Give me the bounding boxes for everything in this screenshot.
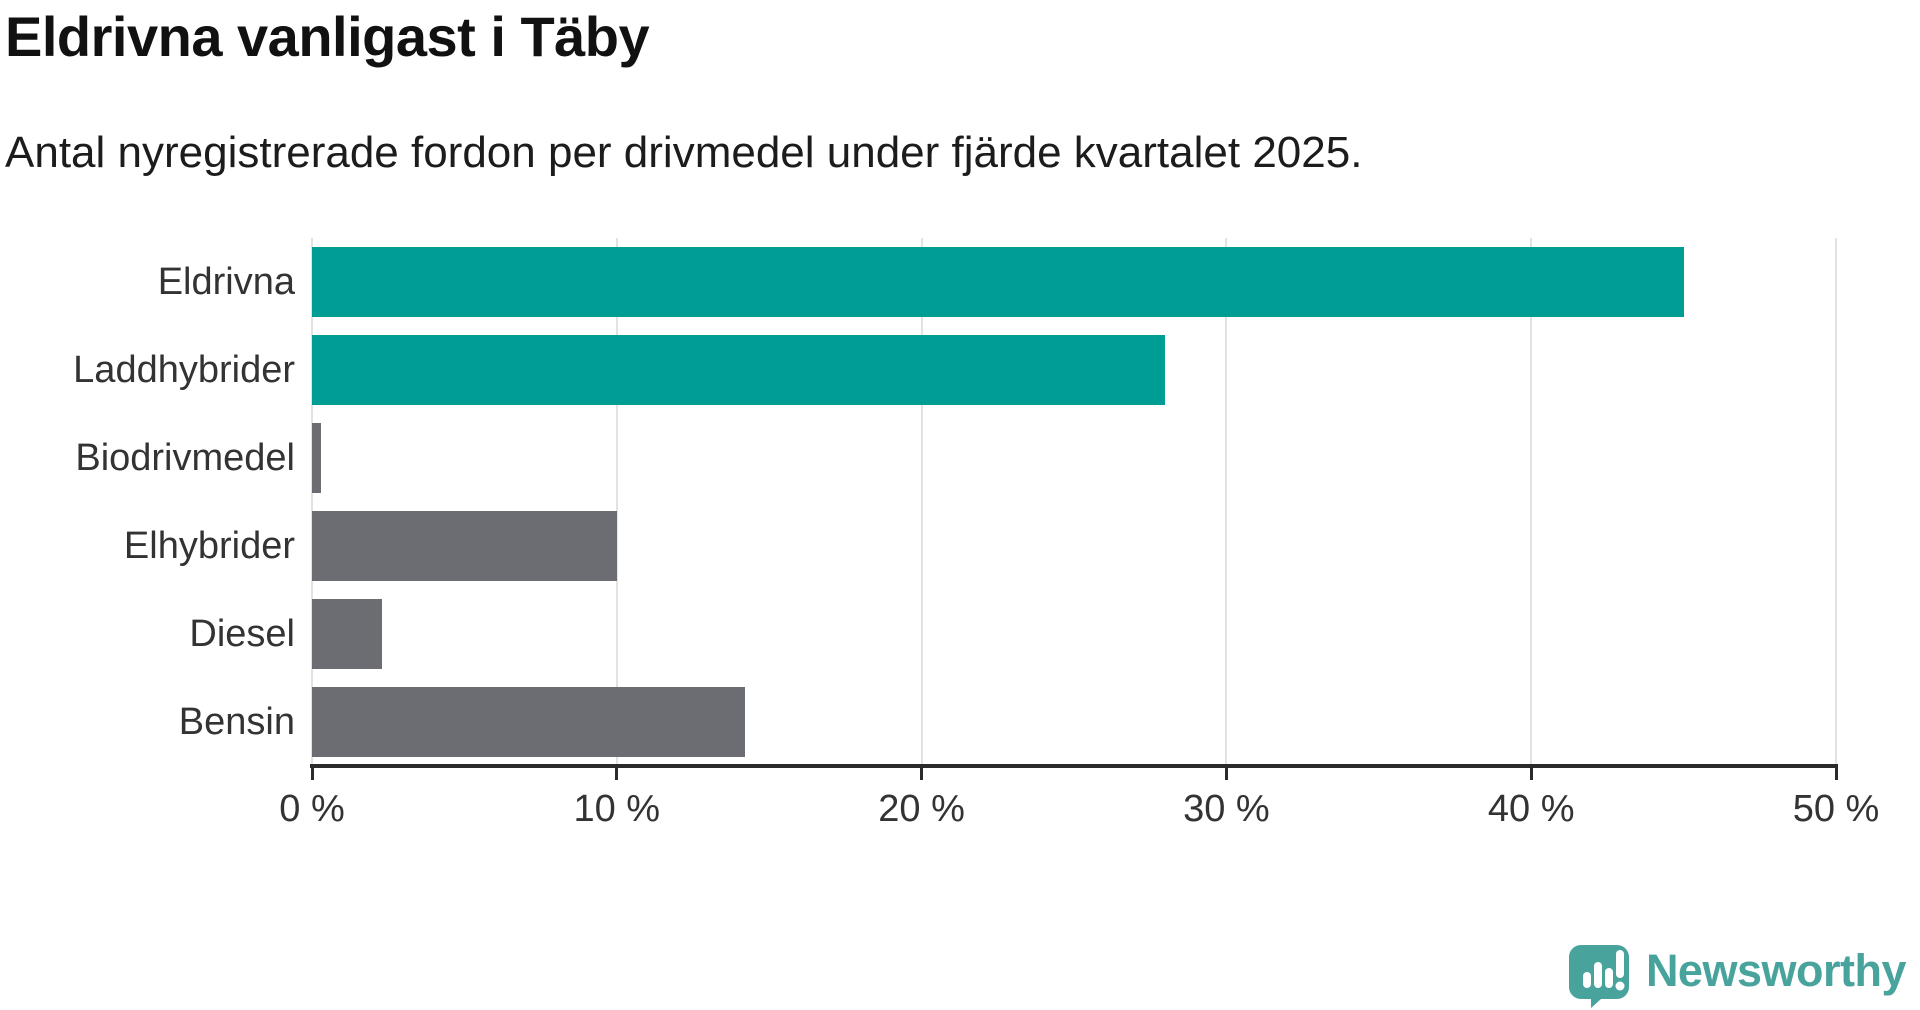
x-axis-tick-label: 30 %	[1183, 788, 1270, 830]
newsworthy-logo-text: Newsworthy	[1645, 945, 1907, 996]
chart-subtitle: Antal nyregistrerade fordon per drivmede…	[5, 128, 1363, 177]
gridline-50	[1835, 238, 1837, 766]
category-label: Biodrivmedel	[75, 436, 295, 479]
category-label: Diesel	[189, 612, 295, 655]
x-axis-tick	[310, 766, 314, 780]
bar-biodrivmedel	[312, 423, 322, 493]
category-label: Laddhybrider	[73, 348, 295, 391]
gridline-40	[1530, 238, 1533, 766]
x-axis-tick-label: 10 %	[573, 788, 661, 830]
category-label: Elhybrider	[123, 524, 295, 567]
bar-diesel	[312, 599, 383, 669]
category-label: Eldrivna	[157, 260, 295, 303]
x-axis-tick	[1529, 766, 1533, 780]
bar-bensin	[312, 687, 745, 757]
x-axis-tick	[1224, 766, 1228, 780]
gridline-10	[615, 238, 618, 766]
x-axis-tick-label: 0 %	[279, 788, 345, 830]
bar-laddhybrider	[312, 335, 1166, 405]
bar-elhybrider	[312, 511, 617, 581]
x-axis-tick-label: 40 %	[1487, 788, 1575, 830]
category-label: Bensin	[178, 700, 295, 743]
x-axis-tick	[920, 766, 924, 780]
newsworthy-logo: Newsworthy	[1568, 944, 1907, 1008]
gridline-20	[920, 238, 923, 766]
newsworthy-pin-icon	[1568, 944, 1630, 1008]
gridline-0	[311, 238, 313, 766]
chart-title: Eldrivna vanligast i Täby	[5, 5, 650, 68]
x-axis-tick	[1834, 766, 1838, 780]
x-axis-tick-label: 50 %	[1792, 788, 1880, 830]
x-axis-line	[310, 764, 1838, 768]
x-axis-tick-label: 20 %	[878, 788, 965, 830]
bar-eldrivna	[312, 247, 1684, 317]
x-axis-tick	[615, 766, 619, 780]
gridline-30	[1225, 238, 1228, 766]
